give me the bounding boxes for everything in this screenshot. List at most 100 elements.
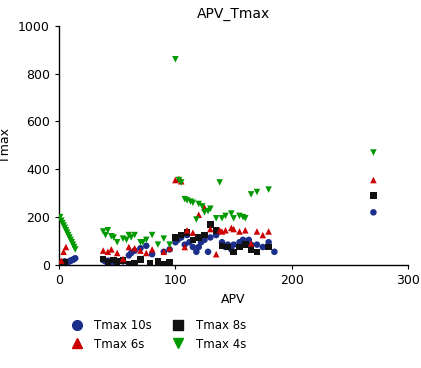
Point (370, 149, 377, 155)
Point (181, 196, 188, 202)
Point (104, 227, 111, 233)
Point (60, 259, 67, 265)
X-axis label: APV: APV (221, 293, 246, 305)
Point (120, 258, 126, 263)
Point (172, 239, 179, 245)
Point (216, 227, 223, 233)
Point (240, 237, 246, 243)
Point (248, 242, 254, 248)
Point (236, 229, 243, 234)
Point (265, 239, 272, 245)
Point (228, 225, 234, 231)
Point (178, 180, 184, 185)
Point (100, 256, 107, 262)
Point (174, 237, 181, 243)
Point (137, 257, 144, 263)
Point (184, 227, 190, 233)
Point (248, 191, 254, 197)
Point (69, 242, 76, 248)
Title: APV_Tmax: APV_Tmax (197, 7, 270, 21)
Point (172, 177, 179, 183)
Point (108, 247, 115, 252)
Point (58, 258, 65, 263)
Point (265, 187, 272, 192)
Point (222, 213, 229, 219)
Point (137, 239, 144, 245)
Point (222, 227, 229, 233)
Point (110, 234, 117, 240)
Point (370, 193, 377, 199)
Point (125, 252, 132, 258)
Point (58, 218, 65, 224)
Point (195, 201, 202, 207)
Point (59, 260, 66, 266)
Point (72, 247, 79, 252)
Point (172, 56, 179, 62)
Point (184, 230, 190, 236)
Point (222, 244, 229, 250)
Point (149, 251, 155, 257)
Point (131, 248, 138, 254)
Point (155, 258, 161, 264)
Point (370, 177, 377, 183)
Point (160, 249, 167, 255)
Point (147, 260, 153, 266)
Point (104, 249, 111, 255)
Point (195, 212, 202, 218)
Point (131, 260, 138, 266)
Point (253, 229, 260, 234)
Point (236, 244, 243, 250)
Point (72, 255, 79, 261)
Point (201, 232, 208, 238)
Point (102, 232, 109, 238)
Point (61, 259, 68, 265)
Point (100, 257, 107, 263)
Point (213, 215, 220, 221)
Point (201, 237, 208, 243)
Point (149, 247, 155, 252)
Point (207, 226, 214, 232)
Point (248, 247, 254, 252)
Point (370, 209, 377, 215)
Point (236, 213, 243, 219)
Point (259, 244, 266, 250)
Point (63, 260, 69, 266)
Point (131, 245, 138, 251)
Point (189, 230, 196, 236)
Point (104, 260, 111, 266)
Point (143, 243, 150, 249)
Point (224, 244, 231, 250)
Point (207, 206, 214, 212)
Point (120, 258, 126, 264)
Point (125, 232, 132, 238)
Point (110, 257, 117, 263)
Point (100, 248, 107, 254)
Point (189, 244, 196, 250)
Point (143, 250, 150, 256)
Point (230, 249, 237, 255)
Point (213, 227, 220, 233)
Point (60, 223, 67, 229)
Point (205, 249, 211, 255)
Point (230, 226, 237, 232)
Point (181, 242, 188, 248)
Point (137, 245, 144, 251)
Point (189, 200, 196, 206)
Point (67, 237, 74, 243)
Point (128, 250, 135, 256)
Point (60, 249, 67, 255)
Point (218, 243, 225, 249)
Point (66, 234, 73, 240)
Point (172, 234, 179, 240)
Point (199, 204, 205, 209)
Point (58, 260, 65, 266)
Point (110, 260, 117, 266)
Point (128, 234, 135, 240)
Point (242, 227, 249, 233)
Point (240, 214, 246, 220)
Point (218, 239, 225, 245)
Point (64, 230, 70, 236)
Point (120, 256, 126, 262)
Point (102, 258, 109, 264)
Point (71, 244, 77, 250)
